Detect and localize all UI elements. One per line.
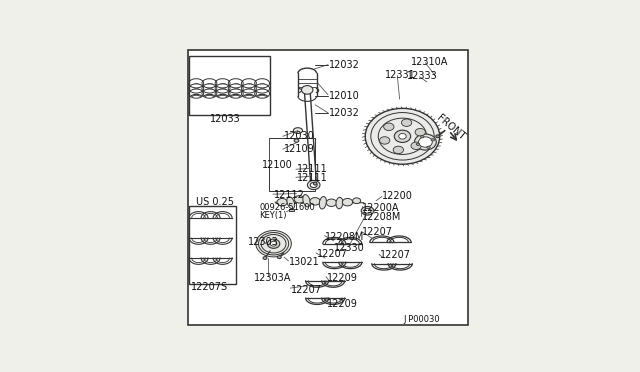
Text: 12207S: 12207S (191, 282, 228, 292)
Text: 12303: 12303 (248, 237, 278, 247)
Ellipse shape (401, 119, 412, 126)
Ellipse shape (259, 232, 289, 255)
Ellipse shape (310, 198, 320, 205)
Ellipse shape (301, 86, 313, 94)
Text: J P00030: J P00030 (403, 315, 440, 324)
Ellipse shape (431, 139, 435, 141)
Text: 12200A: 12200A (362, 203, 400, 213)
Ellipse shape (287, 197, 294, 209)
Ellipse shape (419, 137, 432, 147)
Ellipse shape (304, 88, 310, 93)
Text: 12330: 12330 (333, 243, 364, 253)
Ellipse shape (310, 182, 317, 187)
Text: 12303A: 12303A (253, 273, 291, 283)
Text: 12032: 12032 (330, 108, 360, 118)
Bar (289, 209, 294, 211)
Ellipse shape (361, 206, 374, 215)
Text: 12033: 12033 (211, 114, 241, 124)
Ellipse shape (303, 195, 310, 207)
Ellipse shape (277, 256, 282, 259)
Ellipse shape (294, 139, 299, 142)
Ellipse shape (270, 241, 276, 246)
Text: 12207: 12207 (362, 227, 393, 237)
Ellipse shape (427, 146, 430, 148)
Ellipse shape (394, 130, 411, 142)
Text: 12010: 12010 (330, 91, 360, 101)
Text: 13021: 13021 (289, 257, 320, 267)
Text: 12333: 12333 (407, 71, 438, 81)
Ellipse shape (277, 198, 287, 206)
Ellipse shape (319, 196, 326, 209)
Text: 12111: 12111 (296, 173, 327, 183)
Text: 12207: 12207 (317, 249, 348, 259)
Ellipse shape (371, 113, 434, 160)
Ellipse shape (256, 231, 291, 257)
Ellipse shape (263, 257, 267, 260)
Ellipse shape (416, 143, 420, 145)
Ellipse shape (378, 118, 427, 154)
Ellipse shape (268, 239, 280, 248)
Ellipse shape (326, 199, 337, 206)
Ellipse shape (393, 146, 403, 154)
Ellipse shape (314, 182, 317, 185)
Ellipse shape (294, 196, 305, 203)
Ellipse shape (436, 135, 440, 138)
Text: 12209: 12209 (326, 273, 358, 283)
Ellipse shape (411, 142, 421, 150)
Text: 00926-51600: 00926-51600 (259, 203, 315, 212)
Text: FRONT: FRONT (435, 113, 467, 142)
Text: US 0.25: US 0.25 (196, 197, 234, 207)
Text: 12111: 12111 (296, 164, 327, 174)
Text: 12200: 12200 (383, 192, 413, 202)
Ellipse shape (342, 198, 353, 206)
Text: 12030: 12030 (284, 131, 314, 141)
Ellipse shape (365, 108, 440, 164)
Text: 12100: 12100 (262, 160, 293, 170)
Bar (189, 206, 236, 284)
Ellipse shape (336, 197, 343, 209)
Ellipse shape (364, 208, 371, 213)
Ellipse shape (383, 123, 394, 131)
Ellipse shape (415, 128, 426, 136)
Ellipse shape (261, 234, 286, 253)
Ellipse shape (415, 134, 436, 150)
Text: 12208M: 12208M (362, 212, 401, 221)
Text: 12112: 12112 (273, 190, 305, 200)
Ellipse shape (353, 198, 361, 203)
Text: 12207: 12207 (380, 250, 410, 260)
Text: 12331: 12331 (385, 70, 416, 80)
Ellipse shape (399, 134, 406, 139)
Bar (269, 138, 315, 191)
Text: 12209: 12209 (326, 299, 358, 309)
Bar (189, 56, 270, 115)
Text: KEY(1): KEY(1) (259, 211, 287, 219)
Text: 12207: 12207 (291, 285, 322, 295)
Text: 12310A: 12310A (411, 57, 449, 67)
Ellipse shape (293, 128, 303, 134)
Ellipse shape (380, 137, 390, 144)
Ellipse shape (307, 180, 320, 190)
Text: 12109: 12109 (284, 144, 314, 154)
Ellipse shape (420, 136, 424, 138)
Text: 12032: 12032 (330, 60, 360, 70)
Text: 12208M: 12208M (325, 231, 365, 241)
